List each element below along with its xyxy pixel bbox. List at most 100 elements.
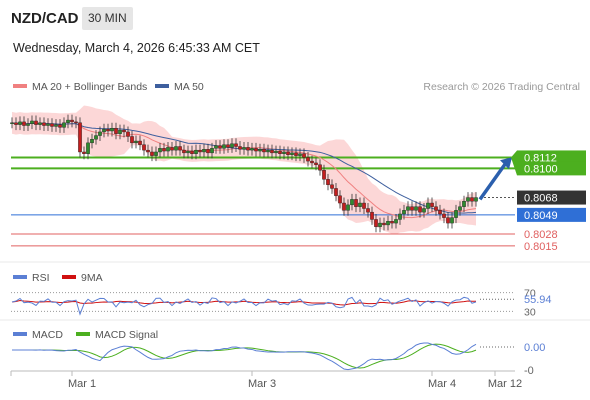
candle-body [142, 144, 146, 151]
candle-body [318, 164, 322, 171]
candle-body [30, 120, 34, 124]
rsi-legend: RSI 9MA [13, 272, 103, 284]
candle-body [406, 206, 410, 211]
candle-body [246, 147, 250, 151]
legend-label-macd: MACD [32, 329, 63, 341]
candle [294, 147, 298, 162]
candle-body [186, 150, 190, 154]
candle [114, 122, 118, 140]
candle [366, 203, 370, 218]
candle-body [394, 219, 398, 224]
legend-label-rsi: RSI [32, 272, 50, 284]
candle-body [58, 124, 62, 128]
candle-body [98, 131, 102, 136]
candle [310, 155, 314, 169]
candle [210, 142, 214, 159]
candle [230, 138, 234, 153]
candle-body [338, 195, 342, 204]
candle [178, 141, 182, 156]
candle [202, 143, 206, 158]
candle-body [438, 210, 442, 215]
candle [182, 144, 186, 159]
candle-body [170, 147, 174, 151]
legend-swatch-macd-signal [76, 332, 90, 336]
candle-body [470, 197, 474, 202]
candle-body [202, 149, 206, 153]
candle [422, 203, 426, 218]
candle-body [126, 131, 130, 137]
candle-body [214, 145, 218, 149]
candle [474, 192, 478, 207]
level-badge-0.8100 [517, 161, 586, 176]
credit-text: Research © 2026 Trading Central [423, 81, 580, 93]
legend-swatch-ma50 [155, 84, 169, 88]
candle [162, 142, 166, 157]
candle-body [26, 123, 30, 126]
rsi-ma-line [11, 299, 477, 306]
candle [94, 130, 98, 145]
candle-body [254, 148, 258, 152]
candle-body [166, 147, 170, 152]
candle-body [182, 149, 186, 154]
candle-body [282, 151, 286, 154]
candle-body [474, 197, 478, 202]
candle-body [290, 152, 294, 155]
candle-body [274, 150, 278, 154]
candle-body [242, 147, 246, 150]
candle [462, 195, 466, 213]
candle-body [342, 202, 346, 211]
candle-body [294, 152, 298, 156]
rsi-level-label-70: 70 [524, 288, 536, 300]
candle-body [46, 123, 50, 126]
current-price-label: 0.8068 [524, 193, 558, 205]
candle-body [34, 120, 38, 125]
candle-body [70, 119, 74, 123]
candle [58, 119, 62, 133]
candle [174, 141, 178, 156]
candle [382, 217, 386, 231]
candle [390, 215, 394, 229]
candle-body [218, 145, 222, 149]
candle [110, 122, 114, 137]
candle [454, 204, 458, 224]
candle [266, 144, 270, 158]
candle [186, 145, 190, 159]
candle [170, 141, 174, 156]
candle [106, 123, 110, 137]
candle [318, 159, 322, 176]
candle-body [390, 221, 394, 224]
candle [262, 143, 266, 158]
candle-body [150, 151, 154, 156]
timeframe-badge[interactable]: 30 MIN [82, 7, 133, 30]
candle [378, 217, 382, 233]
candle-body [194, 149, 198, 154]
candle [130, 131, 134, 149]
candle [14, 117, 18, 131]
candle [442, 208, 446, 224]
candle-body [458, 206, 462, 211]
candle [302, 148, 306, 163]
candle [282, 146, 286, 160]
candle-body [298, 153, 302, 156]
candle [150, 146, 154, 162]
candle-body [326, 179, 330, 185]
candle [134, 135, 138, 149]
candle [370, 206, 374, 225]
candle [38, 117, 42, 131]
candle-body [138, 140, 142, 145]
candle [90, 133, 94, 149]
candle [138, 135, 142, 151]
candle [158, 142, 162, 158]
legend-label-ma20: MA 20 + Bollinger Bands [32, 81, 147, 93]
resistance-badge-notch [511, 150, 517, 176]
candle [466, 192, 470, 207]
candle-body [446, 217, 450, 224]
candle-body [410, 206, 414, 211]
candle-body [82, 151, 86, 154]
candle-body [50, 123, 54, 127]
candle [238, 141, 242, 155]
candle [166, 141, 170, 157]
candle [386, 215, 390, 231]
candle-body [122, 129, 126, 133]
